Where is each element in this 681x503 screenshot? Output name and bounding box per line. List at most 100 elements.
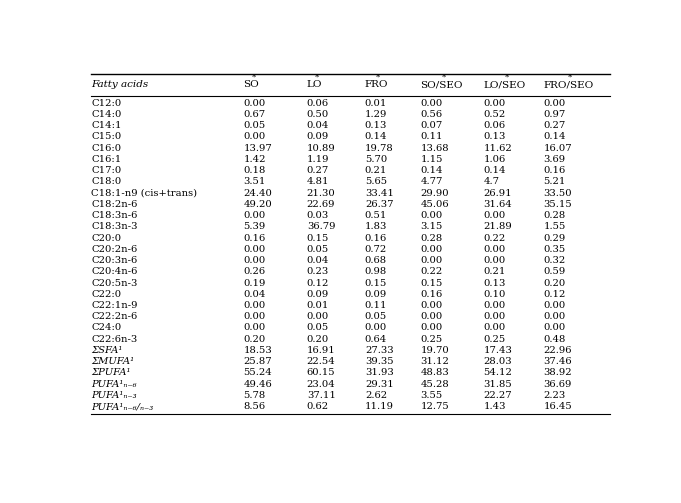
Text: 49.20: 49.20 — [243, 200, 272, 209]
Text: SO/SEO: SO/SEO — [420, 80, 463, 90]
Text: 0.00: 0.00 — [484, 256, 506, 265]
Text: 0.64: 0.64 — [365, 334, 387, 344]
Text: 0.20: 0.20 — [543, 279, 565, 288]
Text: 0.00: 0.00 — [243, 132, 266, 141]
Text: 0.59: 0.59 — [543, 267, 565, 276]
Text: 49.46: 49.46 — [243, 380, 272, 389]
Text: 0.00: 0.00 — [243, 312, 266, 321]
Text: 0.14: 0.14 — [543, 132, 566, 141]
Text: 0.04: 0.04 — [243, 290, 266, 299]
Text: ΣMUFA¹: ΣMUFA¹ — [91, 357, 135, 366]
Text: SO/SEO: SO/SEO — [420, 80, 466, 90]
Text: 0.05: 0.05 — [306, 323, 329, 332]
Text: 0.04: 0.04 — [306, 256, 329, 265]
Text: FRO: FRO — [365, 80, 388, 90]
Text: 4.7: 4.7 — [484, 178, 500, 187]
Text: 1.55: 1.55 — [543, 222, 566, 231]
Text: 0.52: 0.52 — [484, 110, 506, 119]
Text: 0.32: 0.32 — [543, 256, 565, 265]
Text: 0.00: 0.00 — [243, 245, 266, 254]
Text: 0.14: 0.14 — [484, 166, 506, 175]
Text: 0.06: 0.06 — [484, 121, 506, 130]
Text: 0.72: 0.72 — [365, 245, 387, 254]
Text: 0.20: 0.20 — [306, 334, 329, 344]
Text: 0.09: 0.09 — [306, 290, 329, 299]
Text: C22:6n-3: C22:6n-3 — [91, 334, 138, 344]
Text: 0.00: 0.00 — [306, 312, 329, 321]
Text: 13.68: 13.68 — [420, 144, 449, 153]
Text: 1.83: 1.83 — [365, 222, 387, 231]
Text: 22.54: 22.54 — [306, 357, 336, 366]
Text: 31.12: 31.12 — [420, 357, 449, 366]
Text: FRO: FRO — [365, 80, 392, 90]
Text: 22.69: 22.69 — [306, 200, 335, 209]
Text: 55.24: 55.24 — [243, 368, 272, 377]
Text: 35.15: 35.15 — [543, 200, 572, 209]
Text: *: * — [251, 74, 256, 82]
Text: 22.27: 22.27 — [484, 391, 512, 400]
Text: C18:3n-3: C18:3n-3 — [91, 222, 138, 231]
Text: 31.93: 31.93 — [365, 368, 394, 377]
Text: 1.15: 1.15 — [420, 155, 443, 164]
Text: 0.19: 0.19 — [243, 279, 266, 288]
Text: 27.33: 27.33 — [365, 346, 394, 355]
Text: 1.19: 1.19 — [306, 155, 330, 164]
Text: 0.67: 0.67 — [243, 110, 266, 119]
Text: 28.03: 28.03 — [484, 357, 512, 366]
Text: 0.16: 0.16 — [365, 233, 387, 242]
Text: 0.09: 0.09 — [365, 290, 387, 299]
Text: 16.45: 16.45 — [543, 402, 572, 411]
Text: 4.81: 4.81 — [306, 178, 330, 187]
Text: 0.07: 0.07 — [420, 121, 443, 130]
Text: 11.62: 11.62 — [484, 144, 512, 153]
Text: 8.56: 8.56 — [243, 402, 266, 411]
Text: C14:0: C14:0 — [91, 110, 122, 119]
Text: 0.00: 0.00 — [243, 99, 266, 108]
Text: 0.00: 0.00 — [420, 312, 443, 321]
Text: C20:5n-3: C20:5n-3 — [91, 279, 138, 288]
Text: 60.15: 60.15 — [306, 368, 336, 377]
Text: 45.06: 45.06 — [420, 200, 449, 209]
Text: 0.16: 0.16 — [420, 290, 443, 299]
Text: C20:2n-6: C20:2n-6 — [91, 245, 138, 254]
Text: 17.43: 17.43 — [484, 346, 513, 355]
Text: ΣPUFA¹: ΣPUFA¹ — [91, 368, 131, 377]
Text: 0.05: 0.05 — [365, 312, 387, 321]
Text: FRO/SEO: FRO/SEO — [543, 80, 597, 90]
Text: 0.00: 0.00 — [420, 99, 443, 108]
Text: *: * — [505, 74, 509, 82]
Text: 0.00: 0.00 — [484, 99, 506, 108]
Text: 0.28: 0.28 — [420, 233, 443, 242]
Text: 12.75: 12.75 — [420, 402, 449, 411]
Text: 0.00: 0.00 — [420, 211, 443, 220]
Text: 0.05: 0.05 — [306, 245, 329, 254]
Text: 48.83: 48.83 — [420, 368, 449, 377]
Text: 21.89: 21.89 — [484, 222, 512, 231]
Text: 0.13: 0.13 — [484, 279, 506, 288]
Text: 5.39: 5.39 — [243, 222, 266, 231]
Text: 0.00: 0.00 — [543, 312, 565, 321]
Text: 0.05: 0.05 — [243, 121, 266, 130]
Text: PUFA¹ₙ₋₃: PUFA¹ₙ₋₃ — [91, 391, 137, 400]
Text: *: * — [376, 74, 381, 82]
Text: 0.28: 0.28 — [543, 211, 565, 220]
Text: C22:2n-6: C22:2n-6 — [91, 312, 138, 321]
Text: 23.04: 23.04 — [306, 380, 336, 389]
Text: 0.14: 0.14 — [365, 132, 387, 141]
Text: 19.78: 19.78 — [365, 144, 394, 153]
Text: 10.89: 10.89 — [306, 144, 336, 153]
Text: 31.64: 31.64 — [484, 200, 512, 209]
Text: LO/SEO: LO/SEO — [484, 80, 526, 90]
Text: *: * — [441, 74, 446, 82]
Text: C24:0: C24:0 — [91, 323, 122, 332]
Text: C17:0: C17:0 — [91, 166, 122, 175]
Text: 54.12: 54.12 — [484, 368, 513, 377]
Text: 11.19: 11.19 — [365, 402, 394, 411]
Text: 33.50: 33.50 — [543, 189, 572, 198]
Text: 1.29: 1.29 — [365, 110, 387, 119]
Text: 0.27: 0.27 — [306, 166, 329, 175]
Text: 0.00: 0.00 — [243, 301, 266, 310]
Text: 0.00: 0.00 — [484, 312, 506, 321]
Text: 0.00: 0.00 — [243, 256, 266, 265]
Text: 0.00: 0.00 — [243, 323, 266, 332]
